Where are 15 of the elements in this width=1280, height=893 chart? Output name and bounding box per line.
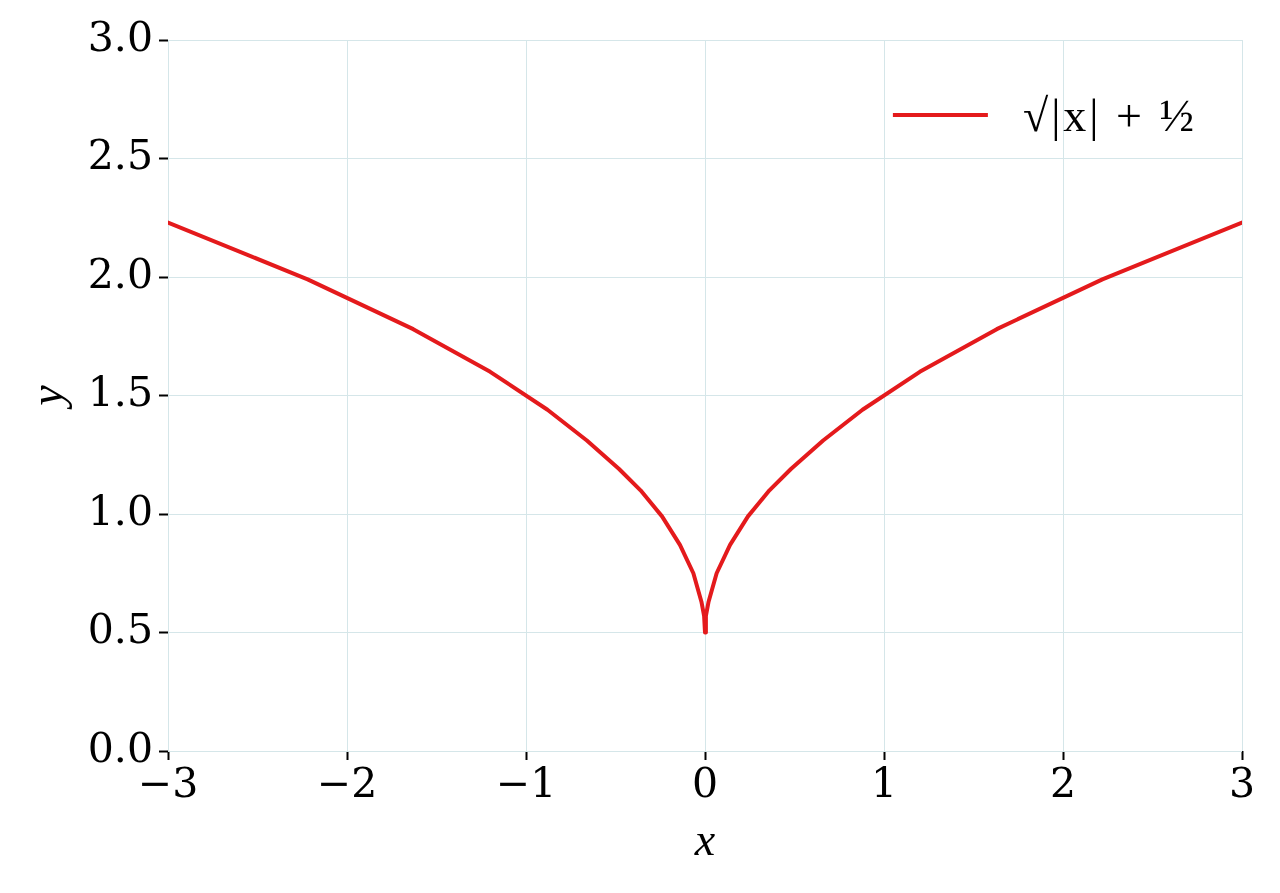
y-tick-label: 2.0 xyxy=(87,249,153,298)
x-tick-label: −1 xyxy=(495,759,557,808)
y-tick-label: 3.0 xyxy=(87,12,153,61)
x-tick-label: 1 xyxy=(870,759,898,808)
y-axis-title: y xyxy=(20,384,72,410)
x-axis-title: x xyxy=(693,814,716,866)
legend-label: √|x| + ½ xyxy=(1022,90,1197,142)
x-tick-label: 3 xyxy=(1228,759,1256,808)
x-tick-label: 0 xyxy=(691,759,719,808)
x-tick-label: −2 xyxy=(316,759,378,808)
y-tick-label: 1.0 xyxy=(87,486,153,535)
y-tick-label: 1.5 xyxy=(87,368,153,417)
y-tick-label: 2.5 xyxy=(87,131,153,180)
x-tick-label: 2 xyxy=(1049,759,1077,808)
y-tick-label: 0.5 xyxy=(87,605,153,654)
